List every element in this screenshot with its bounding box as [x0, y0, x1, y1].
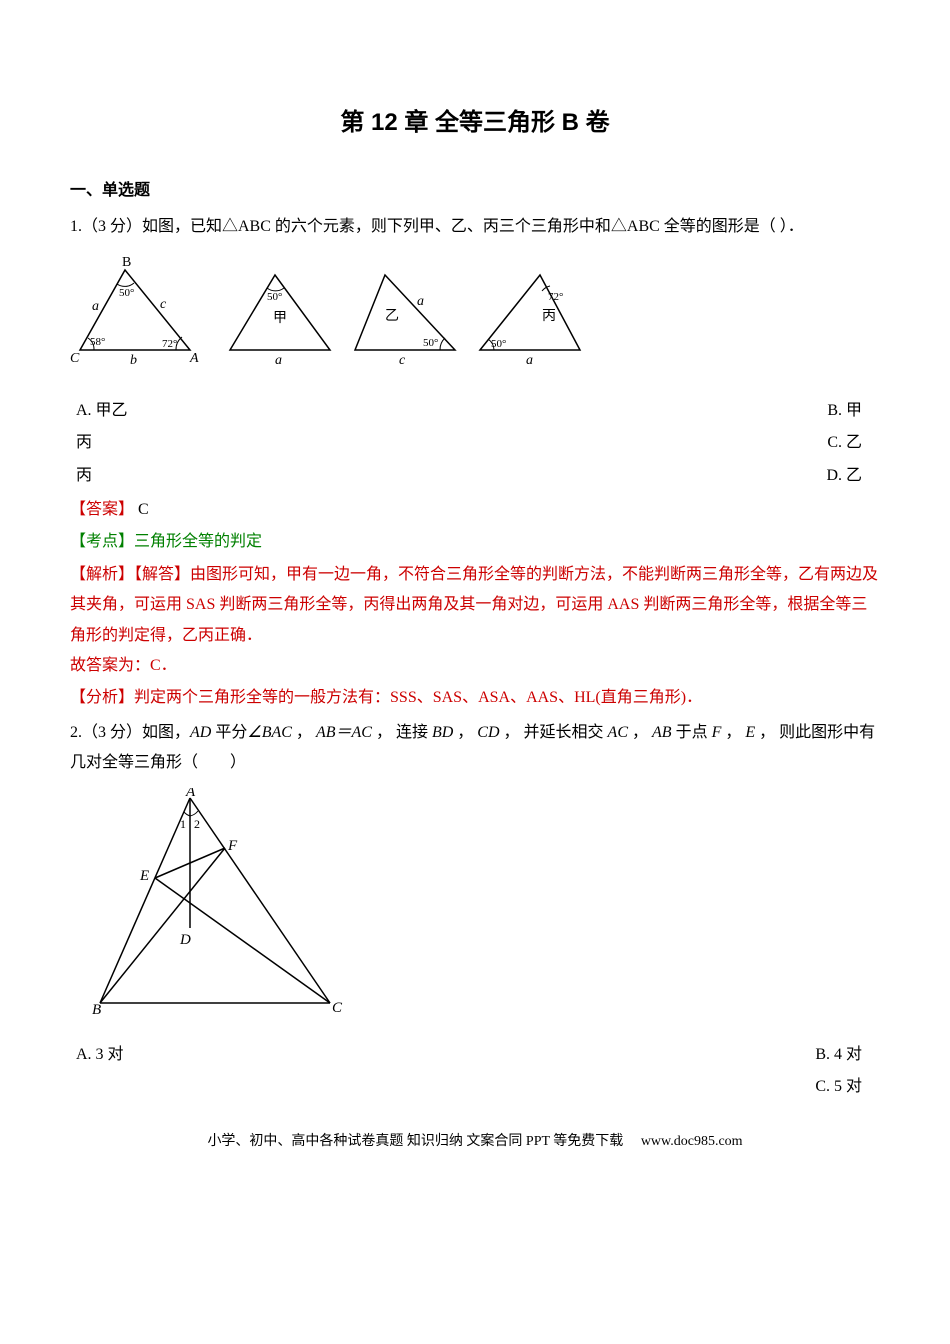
- svg-text:A: A: [185, 788, 196, 800]
- q1-opt-a: A. 甲乙: [70, 396, 128, 426]
- svg-text:50°: 50°: [267, 291, 282, 303]
- q1-options-row3: 丙 D. 乙: [70, 461, 880, 491]
- q1-opt-b: B. 甲: [827, 396, 880, 426]
- svg-text:C: C: [70, 351, 80, 366]
- q2-stem: 2.（3 分）如图，AD 平分∠BAC ， AB＝AC ， 连接 BD ， CD…: [70, 718, 880, 779]
- q1-options-row2: 丙 C. 乙: [70, 428, 880, 458]
- q1-options-row1: A. 甲乙 B. 甲: [70, 396, 880, 426]
- svg-text:E: E: [139, 868, 149, 884]
- kaodian-label: 【考点】: [70, 533, 134, 550]
- kaodian-value: 三角形全等的判定: [134, 533, 262, 550]
- jieda-text: 由图形可知，甲有一边一角，不符合三角形全等的判断方法，不能判断两三角形全等，乙有…: [70, 566, 878, 644]
- q2-figure: 1 2 A E F D B C: [90, 788, 880, 1029]
- svg-text:58°: 58°: [90, 336, 105, 348]
- svg-text:50°: 50°: [423, 337, 438, 349]
- svg-text:c: c: [160, 297, 167, 312]
- q2-options-row2: C. 5 对: [70, 1072, 880, 1102]
- svg-text:2: 2: [194, 817, 200, 831]
- section-heading: 一、单选题: [70, 176, 880, 206]
- q1-opt-c-prefix: 丙: [70, 428, 92, 458]
- q2-options-row1: A. 3 对 B. 4 对: [70, 1040, 880, 1070]
- svg-text:72°: 72°: [162, 338, 177, 350]
- q1-jiexi: 【解析】【解答】由图形可知，甲有一边一角，不符合三角形全等的判断方法，不能判断两…: [70, 560, 880, 651]
- svg-text:c: c: [399, 353, 406, 368]
- q2-opt-b: B. 4 对: [815, 1040, 880, 1070]
- svg-text:72°: 72°: [548, 291, 563, 303]
- fenxi-label: 【分析】: [70, 689, 134, 706]
- answer-value: C: [134, 501, 149, 518]
- svg-text:甲: 甲: [273, 311, 287, 326]
- svg-text:D: D: [179, 932, 191, 948]
- footer-url: www.doc985.com: [641, 1134, 743, 1149]
- svg-text:1: 1: [180, 817, 186, 831]
- svg-text:50°: 50°: [491, 338, 506, 350]
- jiexi-label: 【解析】: [70, 566, 134, 583]
- q1-kaodian: 【考点】三角形全等的判定: [70, 527, 880, 557]
- svg-text:丙: 丙: [542, 309, 556, 324]
- answer-label: 【答案】: [70, 501, 134, 518]
- q1-gudaan: 故答案为：C．: [70, 651, 880, 681]
- svg-text:a: a: [92, 299, 99, 314]
- q1-opt-d: D. 乙: [826, 461, 880, 491]
- svg-text:乙: 乙: [385, 308, 399, 324]
- triangle-yi: a 乙 50° c: [355, 275, 455, 368]
- svg-text:A: A: [189, 351, 199, 366]
- triangle-bing: 50° 72° 丙 a: [480, 275, 580, 368]
- page-footer: 小学、初中、高中各种试卷真题 知识归纳 文案合同 PPT 等免费下载 www.d…: [70, 1129, 880, 1156]
- q2-opt-c: C. 5 对: [815, 1072, 880, 1102]
- triangle-jia: 50° 甲 a: [230, 275, 330, 368]
- svg-text:a: a: [526, 353, 533, 368]
- svg-text:b: b: [130, 353, 137, 368]
- q1-fenxi: 【分析】判定两个三角形全等的一般方法有：SSS、SAS、ASA、AAS、HL(直…: [70, 683, 880, 713]
- q1-stem: 1.（3 分）如图，已知△ABC 的六个元素，则下列甲、乙、丙三个三角形中和△A…: [70, 212, 880, 242]
- footer-text: 小学、初中、高中各种试卷真题 知识归纳 文案合同 PPT 等免费下载: [207, 1134, 623, 1149]
- page-title: 第 12 章 全等三角形 B 卷: [70, 100, 880, 146]
- svg-text:F: F: [227, 838, 238, 854]
- q1-answer: 【答案】 C: [70, 495, 880, 525]
- q2-blank: [70, 1072, 76, 1102]
- q1-figure: B a c C b A 50° 58° 72° 50° 甲 a: [70, 250, 880, 381]
- svg-text:50°: 50°: [119, 287, 134, 299]
- q1-opt-c: C. 乙: [827, 428, 880, 458]
- svg-text:a: a: [275, 353, 282, 368]
- svg-text:B: B: [92, 1002, 101, 1018]
- svg-text:C: C: [332, 1000, 343, 1016]
- q1-opt-d-prefix: 丙: [70, 461, 92, 491]
- triangle-abc: B a c C b A 50° 58° 72°: [70, 255, 199, 368]
- q2-opt-a: A. 3 对: [70, 1040, 124, 1070]
- svg-text:a: a: [417, 294, 424, 309]
- svg-text:B: B: [122, 255, 131, 270]
- fenxi-text: 判定两个三角形全等的一般方法有：SSS、SAS、ASA、AAS、HL(直角三角形…: [134, 689, 702, 706]
- jieda-label: 【解答】: [134, 566, 190, 583]
